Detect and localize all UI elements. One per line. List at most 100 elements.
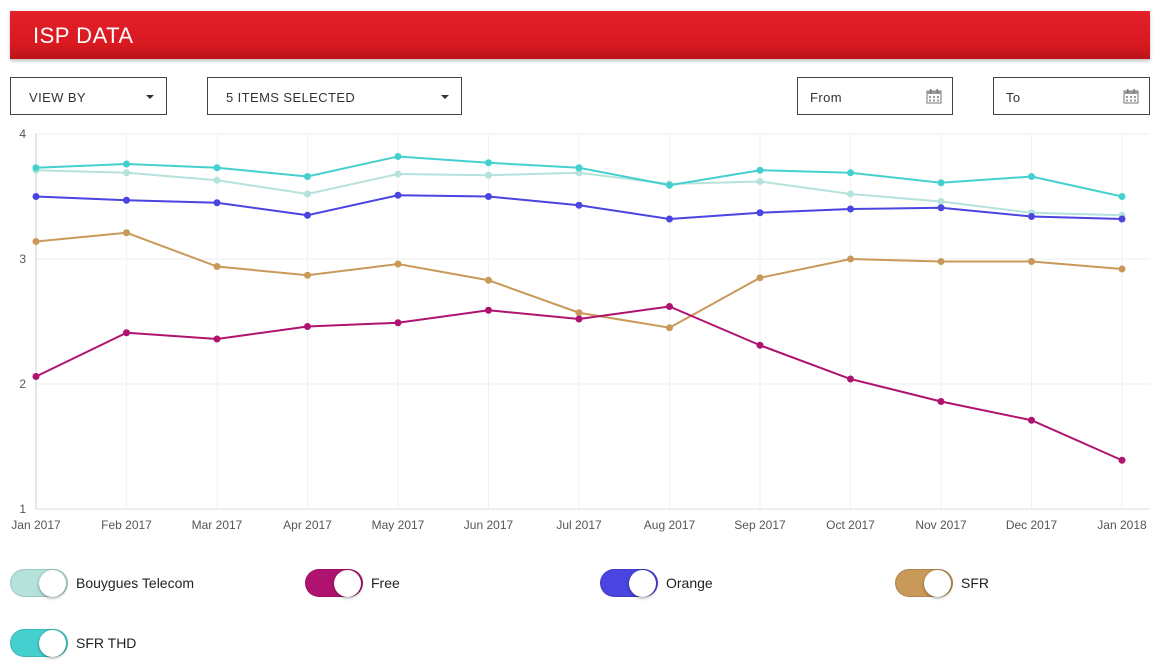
data-point xyxy=(666,324,673,332)
x-tick-label: Oct 2017 xyxy=(826,518,875,532)
legend-label: Free xyxy=(371,575,400,591)
from-label: From xyxy=(810,90,842,105)
data-point xyxy=(756,166,764,174)
data-point xyxy=(847,169,854,177)
data-point xyxy=(937,204,945,212)
items-selected-dropdown[interactable]: 5 ITEMS SELECTED xyxy=(207,77,462,115)
calendar-icon[interactable] xyxy=(926,88,942,104)
data-point xyxy=(847,205,854,213)
data-point xyxy=(666,303,673,310)
data-point xyxy=(1028,416,1035,424)
y-tick-label: 3 xyxy=(19,252,26,266)
data-point xyxy=(32,193,40,200)
toggle-knob xyxy=(334,570,361,597)
data-point xyxy=(937,179,945,187)
data-point xyxy=(575,201,583,209)
data-point xyxy=(1028,173,1035,180)
data-point xyxy=(485,193,492,200)
x-tick-label: Jan 2018 xyxy=(1097,518,1147,532)
data-point xyxy=(394,153,402,160)
data-point xyxy=(394,319,402,327)
toggle-track[interactable] xyxy=(305,569,363,597)
data-point xyxy=(394,170,402,178)
toggle-knob xyxy=(39,570,66,597)
data-point xyxy=(485,171,492,179)
legend-toggle-sfr-thd[interactable]: SFR THD xyxy=(10,629,160,659)
data-point xyxy=(1118,456,1126,464)
data-point xyxy=(1118,193,1126,200)
page-header: ISP DATA xyxy=(10,11,1150,59)
isp-line-chart: 1 2 3 4 Jan 2017 Feb 2017 Mar 2017 Apr 2017 May … xyxy=(11,127,1150,532)
toggle-track[interactable] xyxy=(10,569,68,597)
view-by-dropdown[interactable]: VIEW BY xyxy=(10,77,167,115)
legend-toggle-orange[interactable]: Orange xyxy=(600,569,750,599)
data-point xyxy=(666,181,673,189)
toggle-knob xyxy=(924,570,951,597)
x-tick-label: Apr 2017 xyxy=(283,518,332,532)
x-tick-label: Dec 2017 xyxy=(1006,518,1058,532)
calendar-icon[interactable] xyxy=(1123,88,1139,104)
data-point xyxy=(1028,213,1035,220)
toggle-track[interactable] xyxy=(10,629,68,657)
data-point xyxy=(575,315,583,323)
toggle-track[interactable] xyxy=(895,569,953,597)
x-tick-label: Jan 2017 xyxy=(11,518,61,532)
data-point xyxy=(1028,258,1035,265)
y-tick-label: 1 xyxy=(19,502,26,516)
data-point xyxy=(937,398,945,405)
y-tick-label: 2 xyxy=(19,377,26,391)
data-point xyxy=(304,173,311,180)
data-point xyxy=(213,176,221,184)
data-point xyxy=(394,260,402,268)
data-point xyxy=(304,211,311,219)
data-point xyxy=(666,215,673,223)
data-point xyxy=(213,164,221,172)
data-point xyxy=(123,169,130,177)
y-tick-label: 4 xyxy=(19,127,26,141)
data-point xyxy=(937,198,945,205)
data-point xyxy=(847,190,854,198)
data-point xyxy=(575,169,583,177)
legend-toggle-bouygues-telecom[interactable]: Bouygues Telecom xyxy=(10,569,220,599)
x-tick-label: Jun 2017 xyxy=(464,518,514,532)
data-point xyxy=(1118,265,1126,273)
data-point xyxy=(32,164,40,172)
data-point xyxy=(213,263,221,270)
data-point xyxy=(123,160,130,168)
to-date-input[interactable]: To xyxy=(993,77,1150,115)
legend-toggle-free[interactable]: Free xyxy=(305,569,455,599)
data-point xyxy=(756,341,764,349)
data-point xyxy=(394,191,402,199)
x-tick-label: Sep 2017 xyxy=(734,518,786,532)
from-date-input[interactable]: From xyxy=(797,77,953,115)
x-tick-label: Nov 2017 xyxy=(915,518,967,532)
legend-label: SFR xyxy=(961,575,989,591)
view-by-label: VIEW BY xyxy=(29,90,86,105)
toggle-track[interactable] xyxy=(600,569,658,597)
chevron-down-icon xyxy=(146,95,154,99)
data-point xyxy=(937,258,945,265)
data-point xyxy=(756,209,764,217)
toggle-knob xyxy=(629,570,656,597)
data-point xyxy=(847,375,854,383)
to-label: To xyxy=(1006,90,1021,105)
data-point xyxy=(485,159,492,167)
data-point xyxy=(485,306,492,314)
data-point xyxy=(847,255,854,263)
data-point xyxy=(213,335,221,343)
data-point xyxy=(575,164,583,172)
x-tick-label: Mar 2017 xyxy=(192,518,243,532)
items-selected-label: 5 ITEMS SELECTED xyxy=(226,90,356,105)
data-point xyxy=(32,238,40,245)
data-point xyxy=(304,190,311,198)
data-point xyxy=(756,178,764,185)
legend-label: Orange xyxy=(666,575,713,591)
legend-label: Bouygues Telecom xyxy=(76,575,195,591)
legend-label: SFR THD xyxy=(76,635,137,651)
chevron-down-icon xyxy=(441,95,449,99)
data-point xyxy=(1118,215,1126,223)
x-tick-label: Feb 2017 xyxy=(101,518,152,532)
data-point xyxy=(304,271,311,279)
legend-toggle-sfr[interactable]: SFR xyxy=(895,569,1045,599)
toggle-knob xyxy=(39,630,66,657)
